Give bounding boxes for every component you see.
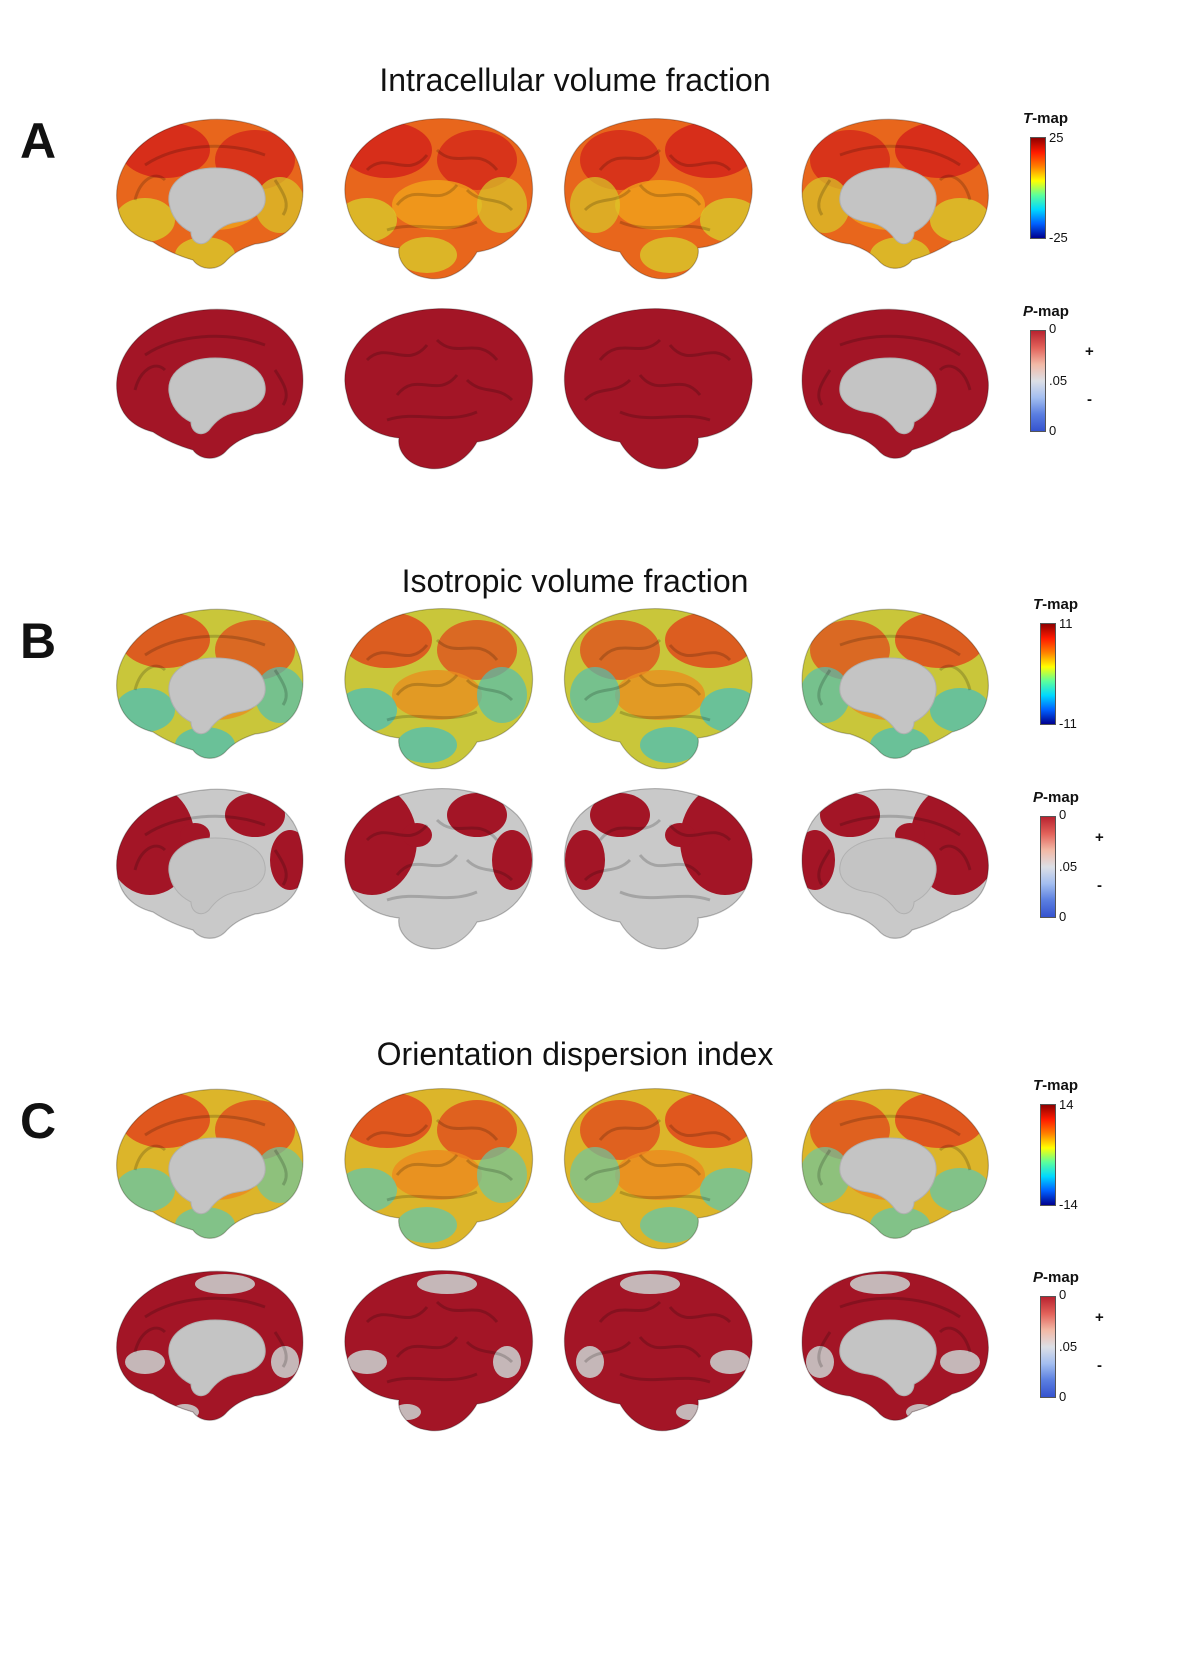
panel-letter-a: A [20, 113, 57, 169]
brain-left-medial [105, 300, 315, 470]
p-map-colorbar-title: P-map [1023, 303, 1069, 320]
t-map-gradient-bar [1030, 137, 1046, 239]
p-map-row-b [105, 780, 1005, 950]
tick-min: -25 [1049, 230, 1068, 245]
tick-mid: .05 [1059, 859, 1078, 874]
tick-mid: .05 [1049, 373, 1068, 388]
t-map-gradient-bar [1040, 1104, 1056, 1206]
t-map-row-a [105, 110, 1005, 280]
brain-left-lateral [327, 300, 537, 470]
brain-right-lateral [560, 110, 770, 280]
brain-left-medial [105, 1262, 315, 1432]
t-map-gradient-bar [1040, 623, 1056, 725]
brain-right-medial [790, 1080, 1000, 1250]
tick-top: 0 [1059, 1287, 1067, 1302]
tick-max: 11 [1059, 616, 1073, 631]
brain-left-medial [105, 780, 315, 950]
brain-left-medial [105, 110, 315, 280]
p-map-row-a [105, 300, 1005, 470]
p-map-row-c [105, 1262, 1005, 1432]
brain-right-lateral [560, 780, 770, 950]
tick-min: -11 [1059, 716, 1077, 731]
tick-mid: .05 [1059, 1339, 1078, 1354]
sign-plus: + [1095, 829, 1104, 846]
p-map-gradient-bar [1040, 1296, 1056, 1398]
sign-plus: + [1085, 343, 1094, 360]
brain-right-lateral [560, 1262, 770, 1432]
t-map-colorbar-title: T-map [1033, 1077, 1079, 1094]
panel-title-b: Isotropic volume fraction [401, 563, 749, 599]
panel-letter-c: C [20, 1093, 57, 1149]
tick-max: 25 [1049, 130, 1064, 145]
brain-right-lateral [560, 1080, 770, 1250]
brain-left-lateral [327, 600, 537, 770]
brain-right-medial [790, 110, 1000, 280]
panel-title-a: Intracellular volume fraction [379, 62, 771, 98]
brain-left-medial [105, 600, 315, 770]
brain-right-medial [790, 1262, 1000, 1432]
brain-right-lateral [560, 300, 770, 470]
tick-min: -14 [1059, 1197, 1078, 1212]
sign-minus: - [1097, 1357, 1102, 1374]
p-map-gradient-bar [1040, 816, 1056, 918]
brain-left-lateral [327, 780, 537, 950]
brain-right-medial [790, 600, 1000, 770]
t-map-colorbar-title: T-map [1033, 596, 1079, 613]
tick-bottom: 0 [1059, 909, 1067, 924]
panel-title-c: Orientation dispersion index [376, 1036, 774, 1072]
sign-minus: - [1097, 877, 1102, 894]
brain-left-medial [105, 1080, 315, 1250]
tick-bottom: 0 [1049, 423, 1057, 438]
p-map-colorbar-title: P-map [1033, 789, 1079, 806]
brain-left-lateral [327, 110, 537, 280]
tick-bottom: 0 [1059, 1389, 1067, 1404]
tick-top: 0 [1059, 807, 1067, 822]
t-map-row-b [105, 600, 1005, 770]
tick-max: 14 [1059, 1097, 1074, 1112]
brain-right-medial [790, 300, 1000, 470]
brain-right-medial [790, 780, 1000, 950]
brain-left-lateral [327, 1080, 537, 1250]
tick-top: 0 [1049, 321, 1057, 336]
sign-plus: + [1095, 1309, 1104, 1326]
panel-letter-b: B [20, 613, 57, 669]
brain-right-lateral [560, 600, 770, 770]
p-map-gradient-bar [1030, 330, 1046, 432]
p-map-colorbar-title: P-map [1033, 1269, 1079, 1286]
brain-left-lateral [327, 1262, 537, 1432]
t-map-colorbar-title: T-map [1023, 110, 1069, 127]
t-map-row-c [105, 1080, 1005, 1250]
sign-minus: - [1087, 391, 1092, 408]
